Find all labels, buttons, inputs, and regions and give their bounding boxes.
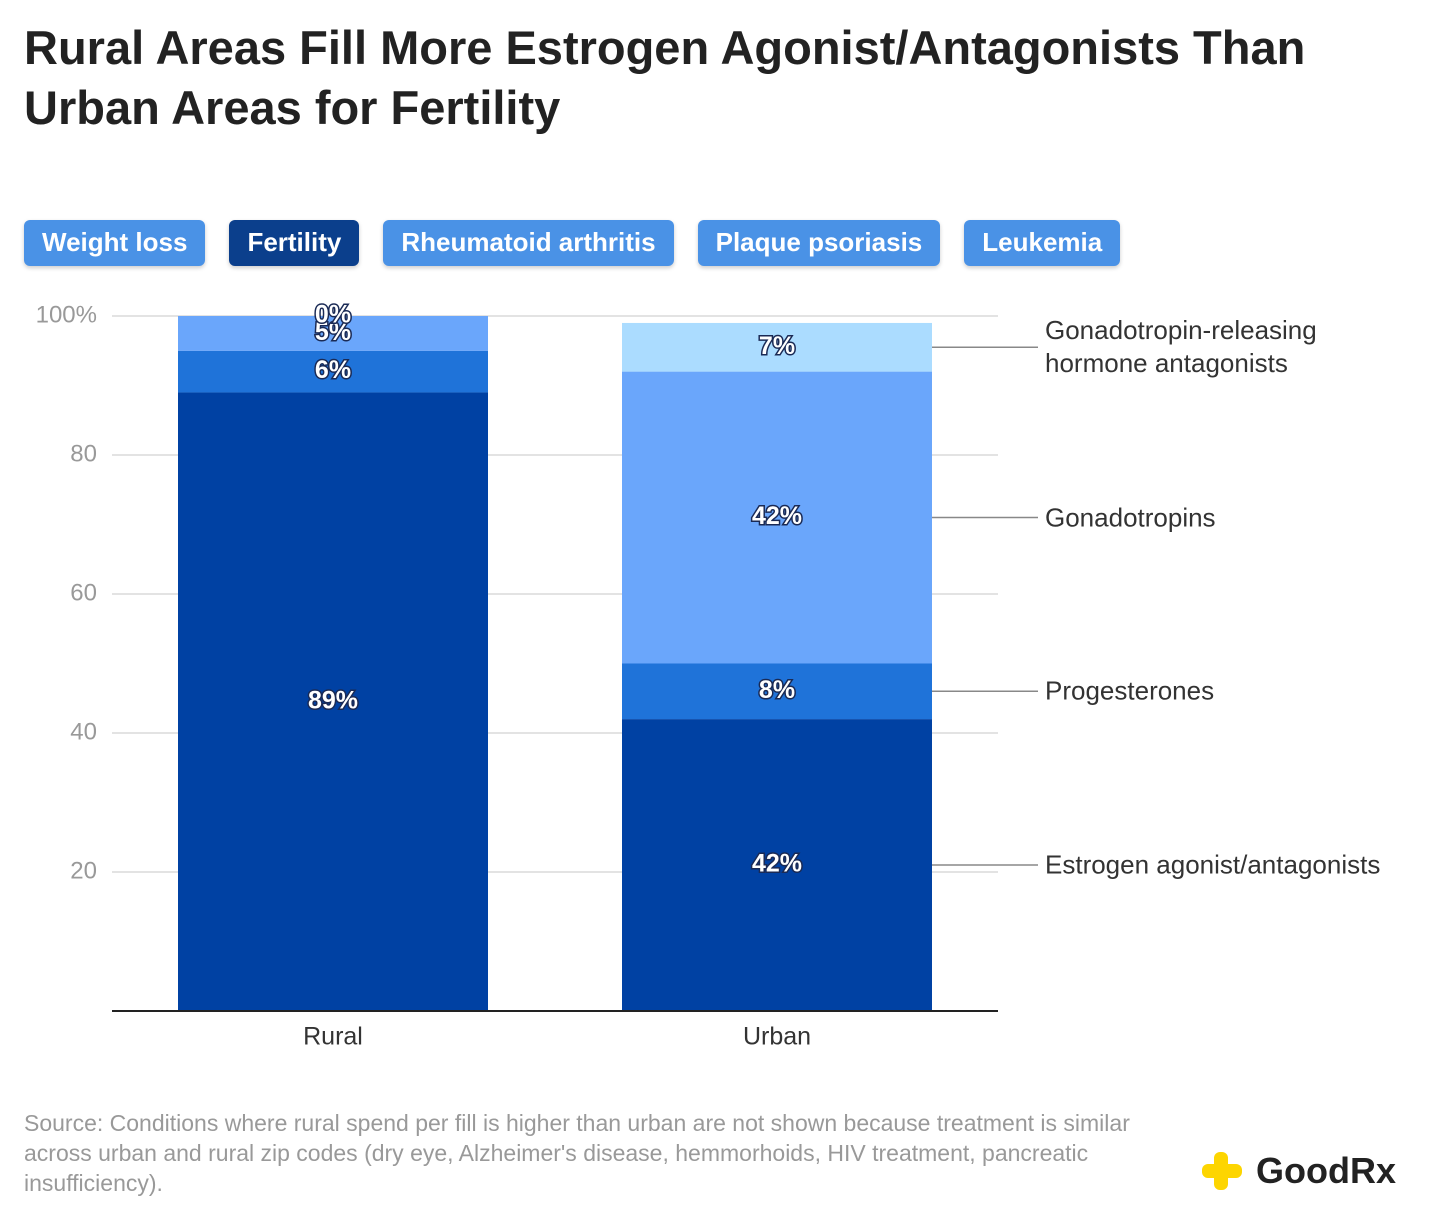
bar-segment — [178, 316, 488, 351]
tab-bar: Weight loss Fertility Rheumatoid arthritis… — [24, 220, 1121, 266]
tab-button[interactable]: Leukemia — [964, 220, 1121, 266]
source-note: Source: Conditions where rural spend per… — [24, 1110, 1130, 1196]
y-tick-label: 60 — [70, 579, 97, 606]
chart-title: Rural Areas Fill More Estrogen Agonist/A… — [24, 21, 1306, 134]
value-label: 8% — [759, 676, 795, 704]
bar-segment — [178, 392, 488, 1011]
value-label: 42% — [752, 502, 802, 530]
y-tick-label: 80 — [70, 440, 97, 467]
y-tick-label: 20 — [70, 857, 97, 884]
legend-label: Gonadotropins — [1045, 502, 1216, 533]
logo-shape — [1202, 1164, 1242, 1178]
legend-label: Estrogen agonist/antagonists — [1045, 849, 1381, 880]
logo-shape — [1214, 1152, 1228, 1190]
bar-segment — [178, 350, 488, 393]
tab-button[interactable]: Rheumatoid arthritis — [383, 220, 674, 266]
bar-segment — [622, 371, 932, 664]
logo: GoodRx — [1256, 1150, 1396, 1191]
legend-label: Gonadotropin-releasing hormone antagonis… — [1045, 315, 1317, 379]
x-tick-label: Rural — [303, 1023, 363, 1051]
value-label: 0% — [315, 301, 351, 329]
value-label: 89% — [308, 686, 358, 714]
legend-label: Progesterones — [1045, 675, 1215, 706]
tab-button[interactable]: Plaque psoriasis — [697, 220, 941, 266]
tab-button[interactable]: Weight loss — [24, 220, 206, 266]
bar-segment — [622, 663, 932, 720]
x-tick-label: Urban — [743, 1023, 811, 1051]
tab-button[interactable]: Fertility — [229, 220, 360, 266]
value-label: 7% — [759, 332, 795, 360]
value-label: 42% — [752, 850, 802, 878]
y-tick-label: 40 — [70, 718, 97, 745]
bar-segment — [622, 719, 932, 1011]
value-label: 5% — [315, 318, 351, 346]
bar-segment — [622, 322, 932, 372]
y-tick-label: 100% — [36, 301, 97, 328]
chart: 20 40 60 80 100% Rural Urban 89% 6% 5%0% 42% 8% 42% 7… — [36, 299, 1038, 1051]
value-label: 6% — [315, 356, 351, 384]
